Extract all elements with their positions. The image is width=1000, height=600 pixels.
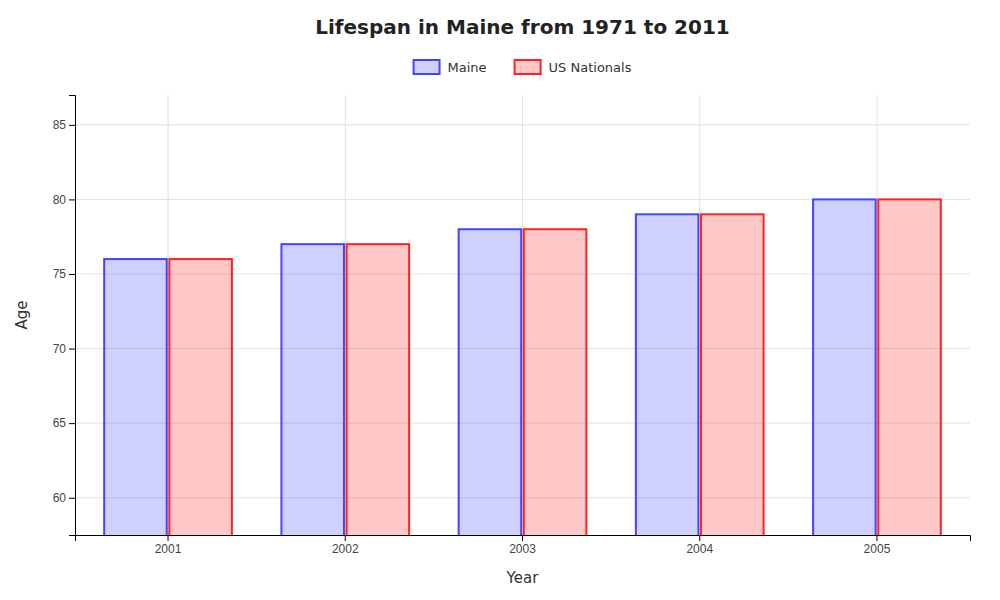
tick-label: 60 bbox=[53, 491, 67, 505]
tick: 70 bbox=[53, 342, 75, 356]
bar bbox=[813, 199, 876, 535]
title: Lifespan in Maine from 1971 to 2011 bbox=[315, 15, 730, 39]
tick-mark bbox=[69, 199, 75, 200]
axis-line bbox=[69, 96, 76, 536]
tick-label: 2004 bbox=[686, 542, 713, 556]
tick-label: 2001 bbox=[155, 542, 182, 556]
tick-mark bbox=[876, 535, 877, 541]
tick: 75 bbox=[53, 267, 75, 281]
x-axis-title: Year bbox=[506, 569, 540, 587]
x-axis: 2001 2002 2003 2004 2005 bbox=[76, 535, 971, 556]
legend: Maine US Nationals bbox=[414, 60, 632, 75]
tick-label: 65 bbox=[53, 416, 67, 430]
tick-mark bbox=[69, 498, 75, 499]
tick-mark bbox=[69, 274, 75, 275]
tick: 85 bbox=[53, 118, 75, 132]
tick-mark bbox=[699, 535, 700, 541]
legend-swatch bbox=[515, 60, 541, 74]
bar bbox=[524, 229, 587, 535]
tick-mark bbox=[69, 349, 75, 350]
tick: 2005 bbox=[864, 535, 891, 556]
chart: 2001 2002 2003 2004 2005 60 65 70 75 80 85 Year Age L… bbox=[0, 0, 1000, 600]
bar bbox=[701, 214, 764, 535]
tick-label: 70 bbox=[53, 342, 67, 356]
tick-mark bbox=[69, 423, 75, 424]
tick: 65 bbox=[53, 416, 75, 430]
tick-label: 80 bbox=[53, 193, 67, 207]
legend-item: US Nationals bbox=[515, 60, 632, 75]
legend-label: Maine bbox=[448, 60, 487, 75]
tick: 2004 bbox=[686, 535, 713, 556]
axis-line bbox=[76, 536, 971, 542]
tick: 2002 bbox=[332, 535, 359, 556]
bar bbox=[878, 199, 941, 535]
tick-mark bbox=[522, 535, 523, 541]
tick-label: 2002 bbox=[332, 542, 359, 556]
bar-series bbox=[169, 199, 940, 535]
tick-mark bbox=[69, 125, 75, 126]
tick: 80 bbox=[53, 193, 75, 207]
bar bbox=[104, 259, 167, 535]
bar bbox=[169, 259, 232, 535]
bar bbox=[281, 244, 344, 535]
tick-mark bbox=[345, 535, 346, 541]
y-axis: 60 65 70 75 80 85 bbox=[53, 96, 76, 536]
bar bbox=[347, 244, 410, 535]
tick: 2003 bbox=[509, 535, 536, 556]
legend-item: Maine bbox=[414, 60, 487, 75]
tick-label: 2003 bbox=[509, 542, 536, 556]
tick-label: 75 bbox=[53, 267, 67, 281]
bar bbox=[636, 214, 699, 535]
y-axis-title: Age bbox=[13, 300, 31, 329]
tick-mark bbox=[168, 535, 169, 541]
bar bbox=[459, 229, 522, 535]
tick: 2001 bbox=[155, 535, 182, 556]
bar-series bbox=[104, 199, 875, 535]
tick-label: 85 bbox=[53, 118, 67, 132]
plot: 2001 2002 2003 2004 2005 60 65 70 75 80 85 bbox=[53, 95, 971, 600]
bars bbox=[104, 199, 941, 535]
tick: 60 bbox=[53, 491, 75, 505]
tick-label: 2005 bbox=[864, 542, 891, 556]
legend-swatch bbox=[414, 60, 440, 74]
legend-label: US Nationals bbox=[549, 60, 632, 75]
